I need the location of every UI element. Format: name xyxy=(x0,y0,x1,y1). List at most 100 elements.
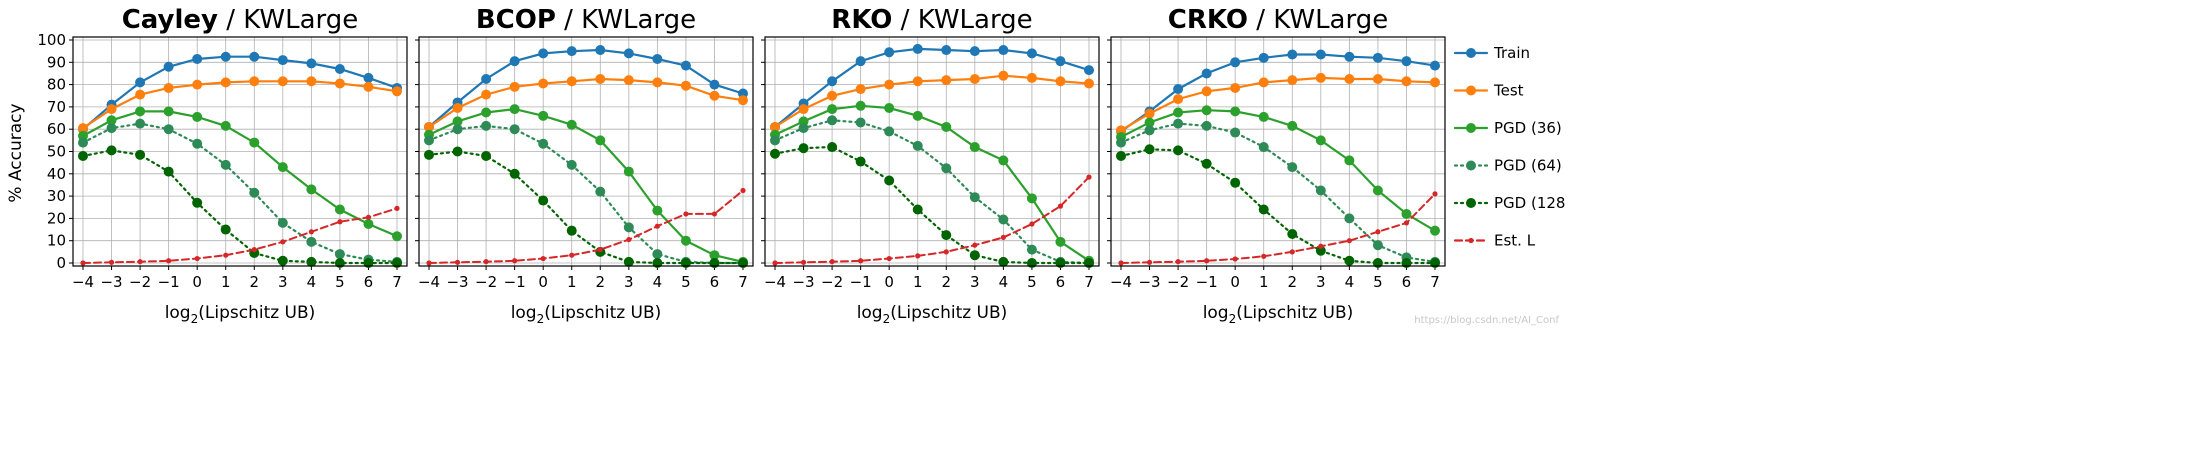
series-line-train xyxy=(773,47,1091,129)
data-point-estl xyxy=(394,205,400,211)
data-point-train xyxy=(652,53,663,64)
data-point-pgd36 xyxy=(306,184,317,195)
series-line-estl xyxy=(82,207,398,264)
data-point-test xyxy=(1230,82,1241,93)
series-line-test xyxy=(81,80,399,130)
data-point-pgd128 xyxy=(969,250,980,261)
data-point-test xyxy=(827,90,838,101)
series-pgd128 xyxy=(78,145,402,268)
series-pgd64 xyxy=(770,115,1094,268)
series-test xyxy=(78,76,402,134)
data-point-estl xyxy=(972,242,978,248)
y-axis-label: % Accuracy xyxy=(6,103,26,202)
data-point-pgd36 xyxy=(135,106,146,117)
x-axis-label-suffix: (Lipschitz UB) xyxy=(544,303,661,323)
data-point-pgd128 xyxy=(509,168,520,179)
data-point-pgd128 xyxy=(135,149,146,160)
x-tick-label: 2 xyxy=(941,273,951,291)
chart-title: Cayley / KWLarge xyxy=(122,5,359,35)
x-tick-label: −1 xyxy=(1196,273,1218,291)
x-tick-label: −3 xyxy=(446,273,468,291)
data-point-test xyxy=(135,89,146,100)
x-axis-label-suffix: (Lipschitz UB) xyxy=(890,303,1007,323)
data-point-pgd36 xyxy=(1372,185,1383,196)
grid xyxy=(73,37,407,266)
data-point-test xyxy=(1287,75,1298,86)
chart-title-bold: CRKO xyxy=(1168,5,1248,35)
data-point-pgd128 xyxy=(855,156,866,167)
data-point-pgd36 xyxy=(884,103,895,114)
data-point-test xyxy=(249,76,260,87)
legend-item-train: Train xyxy=(1453,44,1530,62)
data-point-pgd36 xyxy=(538,110,549,121)
x-axis-label-sub: 2 xyxy=(883,312,891,326)
data-point-test xyxy=(1344,74,1355,85)
data-point-pgd36 xyxy=(1287,120,1298,131)
data-point-estl xyxy=(1118,260,1124,266)
data-point-estl xyxy=(426,260,432,266)
data-point-pgd36 xyxy=(1344,155,1355,166)
data-point-estl xyxy=(280,239,286,245)
series-estl xyxy=(772,174,1092,266)
y-tick-label: 40 xyxy=(47,165,66,183)
x-tick-label: 7 xyxy=(738,273,748,291)
y-tick-label: 60 xyxy=(47,120,66,138)
legend-item-test: Test xyxy=(1453,82,1524,100)
x-tick-label: −4 xyxy=(72,273,94,291)
panels: Cayley / KWLarge−4 −3 −2 −1 0 1 2 3 4 5 6 701020304… xyxy=(37,5,1446,291)
figure: % Accuracy Cayley / KWLarge−4 −3 −2 −1 0 1 2 3 4… xyxy=(6,5,1565,326)
x-tick-label: 7 xyxy=(1084,273,1094,291)
data-point-pgd64 xyxy=(106,123,117,134)
x-tick-label: −1 xyxy=(504,273,526,291)
data-point-test xyxy=(1055,76,1066,87)
data-point-pgd36 xyxy=(680,235,691,246)
x-axis-labels: log2(Lipschitz UB) log2(Lipschitz UB) log2… xyxy=(165,303,1354,326)
data-point-pgd128 xyxy=(78,150,88,161)
data-point-pgd64 xyxy=(969,192,980,203)
x-tick-label: −1 xyxy=(850,273,872,291)
data-point-train xyxy=(941,45,952,56)
data-point-estl xyxy=(829,259,835,265)
data-point-pgd36 xyxy=(827,104,838,115)
data-point-estl xyxy=(365,214,372,220)
data-point-train xyxy=(220,51,231,62)
x-tick-label: −4 xyxy=(418,273,440,291)
x-tick-label: 4 xyxy=(999,273,1009,291)
data-point-pgd128 xyxy=(884,175,895,186)
data-point-pgd128 xyxy=(192,197,203,208)
data-point-pgd64 xyxy=(595,186,606,197)
data-point-test xyxy=(306,76,317,87)
data-point-test xyxy=(106,104,117,115)
data-point-train xyxy=(623,48,634,59)
data-point-pgd128 xyxy=(827,142,838,153)
data-point-pgd64 xyxy=(855,117,866,128)
x-tick-label: 6 xyxy=(1402,273,1412,291)
data-point-train xyxy=(1258,52,1269,63)
data-point-train xyxy=(1287,49,1298,60)
x-axis-label-prefix: log xyxy=(1203,303,1229,323)
data-point-test xyxy=(424,121,434,132)
legend-item-pgd64: PGD (64) xyxy=(1453,157,1562,175)
series-test xyxy=(1116,72,1440,136)
legend-label: PGD (128) xyxy=(1494,194,1565,212)
data-point-test xyxy=(738,95,748,106)
data-point-pgd64 xyxy=(1372,240,1383,251)
data-point-test xyxy=(566,76,577,87)
data-point-train xyxy=(1401,56,1412,67)
data-point-pgd36 xyxy=(509,104,520,115)
data-point-estl xyxy=(740,187,746,194)
data-point-train xyxy=(1230,57,1241,68)
series-pgd64 xyxy=(424,120,748,268)
chart-title-bold: BCOP xyxy=(476,5,556,35)
data-point-test xyxy=(709,90,720,101)
data-point-pgd36 xyxy=(1026,193,1037,204)
data-point-train xyxy=(884,47,895,58)
x-tick-label: 1 xyxy=(1259,273,1269,291)
data-point-test xyxy=(1430,77,1440,88)
data-point-estl xyxy=(308,229,314,235)
data-point-train xyxy=(1173,84,1184,95)
data-point-pgd36 xyxy=(998,155,1009,166)
series-test xyxy=(770,70,1094,132)
series-line-estl xyxy=(428,189,744,264)
data-point-pgd36 xyxy=(1315,135,1326,146)
